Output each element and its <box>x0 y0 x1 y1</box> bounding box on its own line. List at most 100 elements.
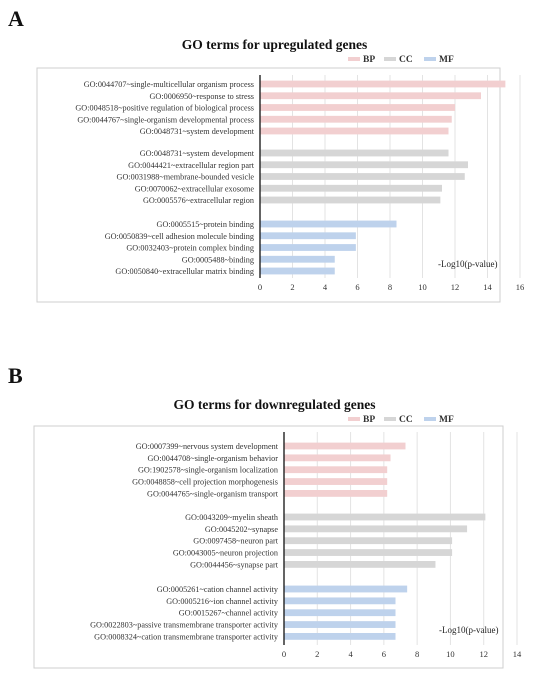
bar-mf-4 <box>260 255 335 263</box>
bar-label-cc-5: GO:0044456~synapse part <box>190 560 279 569</box>
panel-letter-a: A <box>8 6 24 31</box>
bar-label-bp-1: GO:0044707~single-multicellular organism… <box>84 80 254 89</box>
bar-mf-3 <box>260 244 356 251</box>
bar-label-cc-3: GO:0097458~neuron part <box>193 537 278 546</box>
bar-label-cc-2: GO:0044421~extracellular region part <box>128 161 255 170</box>
legend-entry-mf: MF <box>439 55 454 65</box>
bar-bp-3 <box>284 466 388 474</box>
bar-cc-4 <box>284 549 453 556</box>
bar-label-cc-4: GO:0043005~neuron projection <box>173 549 278 558</box>
chart-title: GO terms for upregulated genes <box>182 37 367 52</box>
bar-mf-1 <box>284 585 408 593</box>
bar-label-bp-4: GO:0044767~single-organism developmental… <box>77 115 254 124</box>
bar-label-mf-2: GO:0050839~cell adhesion molecule bindin… <box>105 232 254 241</box>
value-axis-label: -Log10(p-value) <box>439 625 498 635</box>
x-tick-label: 8 <box>388 282 392 292</box>
bar-bp-5 <box>284 490 388 497</box>
legend-swatch-mf <box>424 417 436 421</box>
x-tick-label: 2 <box>290 282 294 292</box>
chart-panel-a: GO terms for upregulated genes BP CC MF GO:0… <box>36 37 525 303</box>
bar-bp-1 <box>284 442 406 450</box>
bar-mf-2 <box>284 597 396 605</box>
bar-label-cc-1: GO:0048731~system development <box>140 149 255 158</box>
bar-label-mf-2: GO:0005216~ion channel activity <box>166 597 279 606</box>
bar-label-bp-4: GO:0048858~cell projection morphogenesis <box>132 478 278 487</box>
bar-cc-3 <box>260 173 465 180</box>
x-tick-label: 6 <box>355 282 359 292</box>
x-tick-label: 4 <box>323 282 328 292</box>
legend-entry-bp: BP <box>363 415 375 425</box>
bar-label-bp-3: GO:1902578~single-organism localization <box>138 466 278 475</box>
bar-label-cc-4: GO:0070062~extracellular exosome <box>135 184 255 193</box>
bar-bp-2 <box>284 454 391 462</box>
value-axis-label: -Log10(p-value) <box>438 259 497 269</box>
bar-bp-5 <box>260 127 449 135</box>
bar-cc-3 <box>284 537 453 545</box>
bar-label-bp-1: GO:0007399~nervous system development <box>136 442 279 451</box>
x-tick-label: 10 <box>446 649 455 659</box>
x-tick-label: 4 <box>348 649 353 659</box>
bar-bp-3 <box>260 104 455 111</box>
x-tick-label: 0 <box>282 649 286 659</box>
bar-label-mf-1: GO:0005261~cation channel activity <box>157 585 279 594</box>
bar-label-mf-5: GO:0050840~extracellular matrix binding <box>115 267 254 276</box>
bar-bp-4 <box>260 115 452 123</box>
bar-bp-2 <box>260 92 481 100</box>
bar-mf-3 <box>284 609 396 617</box>
chart-title: GO terms for downregulated genes <box>174 397 376 412</box>
bar-label-mf-4: GO:0022803~passive transmembrane transpo… <box>90 621 279 630</box>
bar-label-bp-2: GO:0044708~single-organism behavior <box>148 454 279 463</box>
bar-cc-1 <box>260 149 449 157</box>
bar-label-cc-1: GO:0043209~myelin sheath <box>185 513 278 522</box>
legend-swatch-mf <box>424 57 436 61</box>
bar-label-bp-2: GO:0006950~response to stress <box>150 92 255 101</box>
x-tick-label: 6 <box>382 649 386 659</box>
bar-label-cc-5: GO:0005576~extracellular region <box>143 196 254 205</box>
bar-mf-4 <box>284 621 396 628</box>
chart-frame <box>33 425 504 669</box>
x-tick-label: 2 <box>315 649 319 659</box>
bar-label-bp-5: GO:0048731~system development <box>140 127 255 136</box>
legend-entry-cc: CC <box>399 55 413 65</box>
bar-mf-5 <box>260 267 335 275</box>
legend-entry-cc: CC <box>399 415 413 425</box>
legend-swatch-cc <box>384 417 396 421</box>
x-tick-label: 14 <box>513 649 522 659</box>
bar-label-cc-3: GO:0031988~membrane-bounded vesicle <box>117 173 255 182</box>
bar-label-mf-1: GO:0005515~protein binding <box>157 220 254 229</box>
legend-swatch-bp <box>348 417 360 421</box>
bar-label-mf-5: GO:0008324~cation transmembrane transpor… <box>94 632 279 641</box>
bar-label-mf-3: GO:0015267~channel activity <box>179 609 279 618</box>
bar-label-bp-3: GO:0048518~positive regulation of biolog… <box>75 104 254 113</box>
legend-entry-mf: MF <box>439 415 454 425</box>
bar-cc-5 <box>260 196 441 204</box>
bar-label-mf-3: GO:0032403~protein complex binding <box>126 244 254 253</box>
x-tick-label: 12 <box>451 282 460 292</box>
bar-bp-1 <box>260 80 506 88</box>
bar-cc-4 <box>260 184 442 192</box>
bar-cc-1 <box>284 513 486 521</box>
x-tick-label: 10 <box>418 282 427 292</box>
legend-entry-bp: BP <box>363 55 375 65</box>
panel-letter-b: B <box>8 363 23 388</box>
x-tick-label: 14 <box>483 282 492 292</box>
bar-cc-5 <box>284 561 436 568</box>
bar-label-bp-5: GO:0044765~single-organism transport <box>147 489 279 498</box>
bar-label-mf-4: GO:0005488~binding <box>182 255 254 264</box>
x-tick-label: 8 <box>415 649 419 659</box>
bar-mf-5 <box>284 633 396 640</box>
bar-label-cc-2: GO:0045202~synapse <box>205 525 278 534</box>
bar-cc-2 <box>260 161 468 169</box>
legend-swatch-bp <box>348 57 360 61</box>
chart-panel-b: GO terms for downregulated genes BP CC MF GO… <box>33 397 522 669</box>
x-tick-label: 0 <box>258 282 262 292</box>
x-tick-label: 16 <box>516 282 525 292</box>
legend-swatch-cc <box>384 57 396 61</box>
chart-frame <box>36 67 501 303</box>
bar-mf-2 <box>260 232 356 240</box>
bar-cc-2 <box>284 525 468 533</box>
bar-bp-4 <box>284 478 388 485</box>
x-tick-label: 12 <box>479 649 488 659</box>
bar-mf-1 <box>260 220 397 228</box>
